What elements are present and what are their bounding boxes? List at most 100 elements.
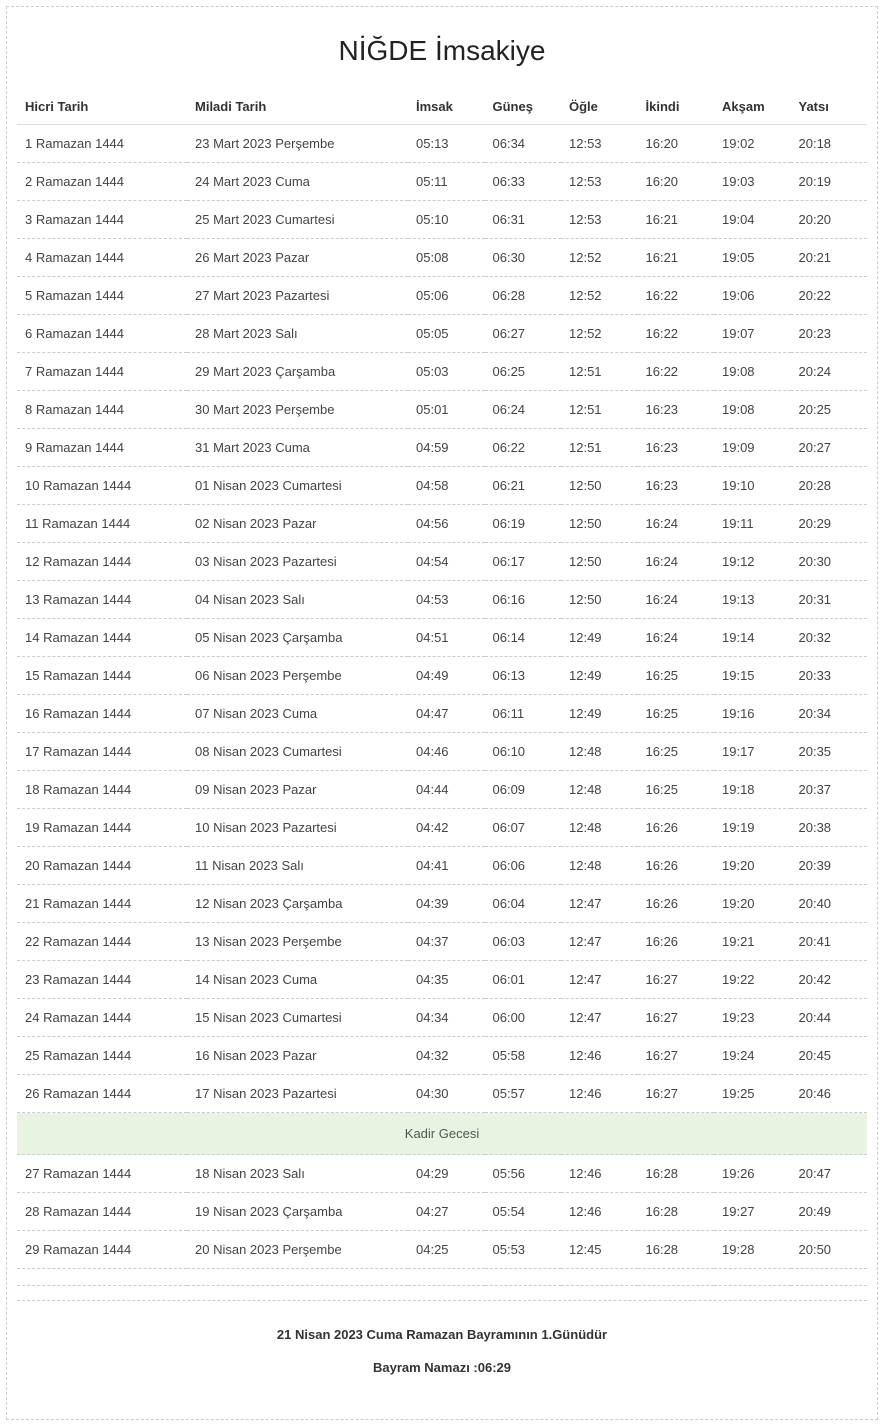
- cell-ikindi: 16:25: [638, 771, 715, 809]
- cell-imsak: 04:41: [408, 847, 485, 885]
- table-row: 10 Ramazan 144401 Nisan 2023 Cumartesi04…: [17, 467, 867, 505]
- cell-imsak: 04:44: [408, 771, 485, 809]
- cell-imsak: 04:29: [408, 1155, 485, 1193]
- cell-aksam: 19:23: [714, 999, 791, 1037]
- cell-ogle: 12:50: [561, 505, 638, 543]
- cell-imsak: 05:08: [408, 239, 485, 277]
- cell-miladi: 12 Nisan 2023 Çarşamba: [187, 885, 408, 923]
- col-header-yatsi: Yatsı: [791, 89, 868, 125]
- table-row: 22 Ramazan 144413 Nisan 2023 Perşembe04:…: [17, 923, 867, 961]
- cell-gunes: 06:28: [485, 277, 562, 315]
- cell-hicri: 9 Ramazan 1444: [17, 429, 187, 467]
- cell-aksam: 19:19: [714, 809, 791, 847]
- cell-ogle: 12:48: [561, 733, 638, 771]
- table-body: 1 Ramazan 144423 Mart 2023 Perşembe05:13…: [17, 125, 867, 1286]
- cell-imsak: 04:46: [408, 733, 485, 771]
- cell-yatsi: 20:21: [791, 239, 868, 277]
- cell-imsak: 05:13: [408, 125, 485, 163]
- footer-box: 21 Nisan 2023 Cuma Ramazan Bayramının 1.…: [17, 1300, 867, 1409]
- footer-bayram-day: 21 Nisan 2023 Cuma Ramazan Bayramının 1.…: [25, 1327, 859, 1342]
- cell-ogle: 12:48: [561, 809, 638, 847]
- cell-aksam: 19:08: [714, 353, 791, 391]
- cell-ikindi: 16:23: [638, 429, 715, 467]
- cell-yatsi: 20:50: [791, 1231, 868, 1269]
- cell-imsak: 04:58: [408, 467, 485, 505]
- cell-ogle: 12:47: [561, 999, 638, 1037]
- cell-gunes: 06:31: [485, 201, 562, 239]
- cell-hicri: 11 Ramazan 1444: [17, 505, 187, 543]
- col-header-gunes: Güneş: [485, 89, 562, 125]
- cell-ikindi: 16:21: [638, 201, 715, 239]
- cell-ogle: 12:48: [561, 847, 638, 885]
- cell-yatsi: 20:49: [791, 1193, 868, 1231]
- table-row: 15 Ramazan 144406 Nisan 2023 Perşembe04:…: [17, 657, 867, 695]
- cell-ikindi: 16:22: [638, 277, 715, 315]
- cell-aksam: 19:21: [714, 923, 791, 961]
- cell-aksam: 19:15: [714, 657, 791, 695]
- cell-gunes: 06:13: [485, 657, 562, 695]
- cell-ogle: 12:49: [561, 657, 638, 695]
- cell-aksam: 19:24: [714, 1037, 791, 1075]
- cell-miladi: 27 Mart 2023 Pazartesi: [187, 277, 408, 315]
- cell-ikindi: 16:26: [638, 847, 715, 885]
- cell-miladi: 02 Nisan 2023 Pazar: [187, 505, 408, 543]
- cell-aksam: 19:20: [714, 885, 791, 923]
- cell-aksam: 19:16: [714, 695, 791, 733]
- cell-imsak: 05:06: [408, 277, 485, 315]
- table-row: 3 Ramazan 144425 Mart 2023 Cumartesi05:1…: [17, 201, 867, 239]
- cell-ikindi: 16:26: [638, 809, 715, 847]
- cell-miladi: 08 Nisan 2023 Cumartesi: [187, 733, 408, 771]
- cell-aksam: 19:07: [714, 315, 791, 353]
- cell-ogle: 12:51: [561, 353, 638, 391]
- col-header-miladi: Miladi Tarih: [187, 89, 408, 125]
- cell-miladi: 25 Mart 2023 Cumartesi: [187, 201, 408, 239]
- imsakiye-table: Hicri Tarih Miladi Tarih İmsak Güneş Öğl…: [17, 89, 867, 1286]
- cell-hicri: 7 Ramazan 1444: [17, 353, 187, 391]
- table-row: 6 Ramazan 144428 Mart 2023 Salı05:0506:2…: [17, 315, 867, 353]
- cell-aksam: 19:04: [714, 201, 791, 239]
- kadir-gecesi-row: Kadir Gecesi: [17, 1113, 867, 1155]
- cell-yatsi: 20:32: [791, 619, 868, 657]
- cell-miladi: 11 Nisan 2023 Salı: [187, 847, 408, 885]
- col-header-ogle: Öğle: [561, 89, 638, 125]
- table-row: 13 Ramazan 144404 Nisan 2023 Salı04:5306…: [17, 581, 867, 619]
- cell-miladi: 06 Nisan 2023 Perşembe: [187, 657, 408, 695]
- cell-aksam: 19:22: [714, 961, 791, 999]
- table-row: 16 Ramazan 144407 Nisan 2023 Cuma04:4706…: [17, 695, 867, 733]
- cell-aksam: 19:03: [714, 163, 791, 201]
- cell-yatsi: 20:31: [791, 581, 868, 619]
- table-row: 2 Ramazan 144424 Mart 2023 Cuma05:1106:3…: [17, 163, 867, 201]
- cell-gunes: 06:30: [485, 239, 562, 277]
- cell-imsak: 04:54: [408, 543, 485, 581]
- cell-ogle: 12:52: [561, 277, 638, 315]
- cell-gunes: 05:53: [485, 1231, 562, 1269]
- cell-hicri: 21 Ramazan 1444: [17, 885, 187, 923]
- cell-aksam: 19:26: [714, 1155, 791, 1193]
- cell-miladi: 03 Nisan 2023 Pazartesi: [187, 543, 408, 581]
- table-row: 21 Ramazan 144412 Nisan 2023 Çarşamba04:…: [17, 885, 867, 923]
- cell-aksam: 19:02: [714, 125, 791, 163]
- cell-ogle: 12:47: [561, 961, 638, 999]
- cell-imsak: 04:25: [408, 1231, 485, 1269]
- cell-hicri: 17 Ramazan 1444: [17, 733, 187, 771]
- cell-ogle: 12:49: [561, 695, 638, 733]
- cell-gunes: 06:09: [485, 771, 562, 809]
- cell-yatsi: 20:46: [791, 1075, 868, 1113]
- cell-aksam: 19:17: [714, 733, 791, 771]
- cell-imsak: 04:27: [408, 1193, 485, 1231]
- col-header-hicri: Hicri Tarih: [17, 89, 187, 125]
- cell-ikindi: 16:20: [638, 163, 715, 201]
- cell-ogle: 12:52: [561, 315, 638, 353]
- cell-hicri: 10 Ramazan 1444: [17, 467, 187, 505]
- cell-hicri: 22 Ramazan 1444: [17, 923, 187, 961]
- cell-miladi: 14 Nisan 2023 Cuma: [187, 961, 408, 999]
- cell-yatsi: 20:24: [791, 353, 868, 391]
- cell-aksam: 19:10: [714, 467, 791, 505]
- cell-imsak: 04:32: [408, 1037, 485, 1075]
- page-container: NİĞDE İmsakiye Hicri Tarih Miladi Tarih …: [6, 6, 878, 1420]
- footer-bayram-namazi: Bayram Namazı :06:29: [25, 1360, 859, 1375]
- cell-hicri: 15 Ramazan 1444: [17, 657, 187, 695]
- cell-ikindi: 16:20: [638, 125, 715, 163]
- cell-gunes: 06:16: [485, 581, 562, 619]
- cell-ikindi: 16:27: [638, 961, 715, 999]
